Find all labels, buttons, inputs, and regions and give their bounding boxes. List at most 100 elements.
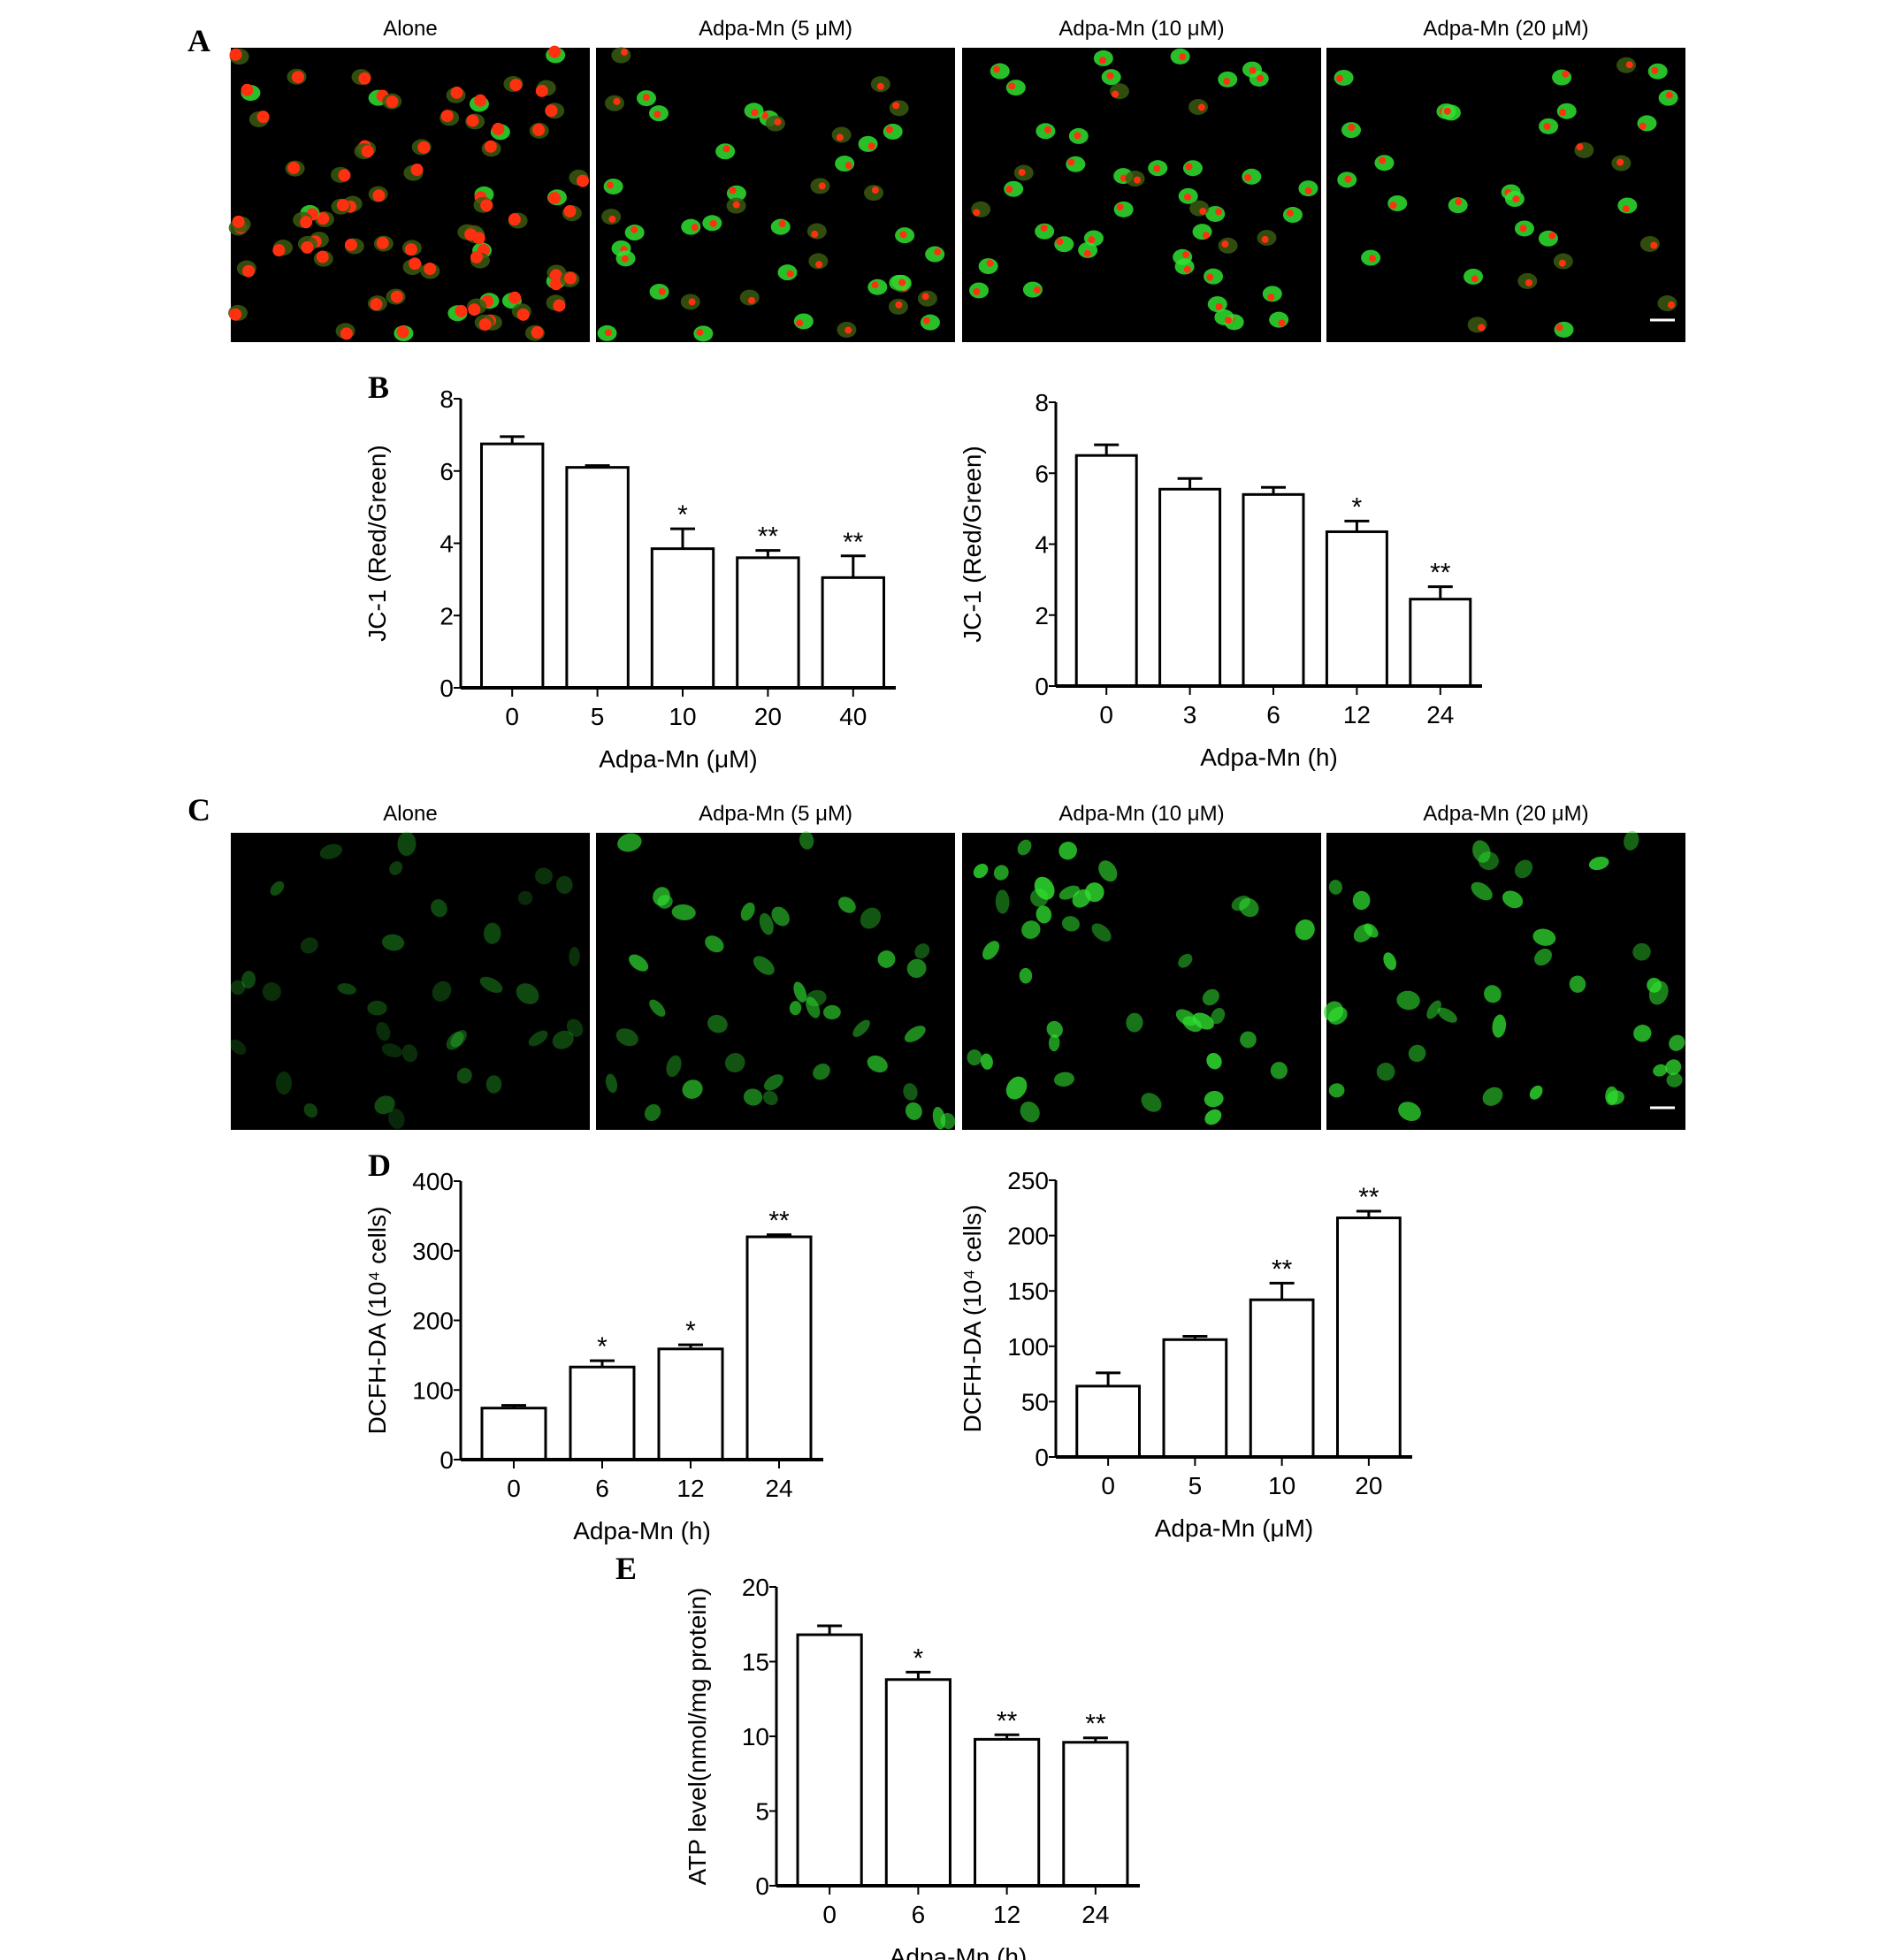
y-axis-label: JC-1 (Red/Green): [363, 445, 391, 642]
y-tick-label: 100: [1007, 1333, 1049, 1361]
bar-24: [1062, 1741, 1129, 1888]
y-tick-label: 0: [439, 675, 454, 702]
chart-d1: 0 * 6 * 12 ** 24 0 100 200 300 400 Adpa-Mn (h) DCFH-D…: [363, 1168, 823, 1544]
y-tick-label: 200: [1007, 1223, 1049, 1250]
panel-label-e: E: [615, 1551, 637, 1586]
x-tick-label: 24: [1081, 1901, 1109, 1928]
y-tick-label: 15: [742, 1649, 769, 1676]
y-axis-label: DCFH-DA (10⁴ cells): [363, 1207, 391, 1435]
y-tick-label: 6: [1035, 460, 1049, 487]
y-tick-label: 200: [412, 1308, 454, 1335]
bar-0: [479, 442, 545, 690]
y-axis-label: JC-1 (Red/Green): [959, 446, 986, 643]
micrograph-title: Adpa-Mn (20 μM): [1423, 17, 1588, 41]
micrograph-title: Adpa-Mn (5 μM): [699, 802, 852, 826]
panel-label-a: A: [187, 23, 210, 58]
significance-mark: **: [997, 1706, 1018, 1735]
panel-label-d: D: [368, 1148, 391, 1183]
x-tick-label: 20: [754, 703, 782, 730]
significance-mark: **: [843, 528, 864, 557]
bar-40: [821, 576, 886, 690]
y-tick-label: 300: [412, 1238, 454, 1265]
x-tick-label: 6: [595, 1475, 609, 1502]
x-tick-label: 5: [1188, 1472, 1203, 1499]
bar-5: [1162, 1338, 1228, 1459]
y-tick-label: 0: [439, 1446, 454, 1474]
x-tick-label: 24: [765, 1475, 792, 1502]
panel-label-c: C: [187, 792, 210, 827]
y-tick-label: 2: [1035, 602, 1049, 629]
x-tick-label: 6: [1266, 701, 1280, 728]
bar-20: [1336, 1216, 1402, 1459]
significance-mark: **: [1272, 1255, 1293, 1284]
x-tick-label: 0: [1099, 701, 1113, 728]
micrograph-c-0: Alone: [230, 802, 590, 1130]
significance-mark: *: [677, 500, 688, 530]
bar-12: [974, 1737, 1041, 1888]
micrograph-title: Adpa-Mn (10 μM): [1058, 17, 1224, 41]
bar-10: [650, 547, 715, 690]
y-tick-label: 0: [1035, 673, 1049, 700]
significance-mark: *: [685, 1316, 696, 1346]
x-tick-label: 12: [1343, 701, 1371, 728]
x-tick-label: 10: [669, 703, 696, 730]
bar-3: [1158, 487, 1222, 688]
x-tick-label: 10: [1268, 1472, 1295, 1499]
y-tick-label: 0: [755, 1872, 769, 1900]
x-tick-label: 0: [505, 703, 519, 730]
micrograph-a-2: Adpa-Mn (10 μM): [962, 17, 1321, 342]
x-tick-label: 40: [839, 703, 867, 730]
y-tick-label: 6: [439, 458, 454, 485]
bar-0: [480, 1407, 547, 1461]
y-axis-label: DCFH-DA (10⁴ cells): [959, 1205, 986, 1433]
bar-6: [569, 1365, 636, 1461]
bar-20: [736, 556, 800, 690]
micrograph-a-3: Adpa-Mn (20 μM): [1326, 17, 1685, 342]
bar-24: [745, 1235, 813, 1461]
x-tick-label: 0: [507, 1475, 521, 1502]
significance-mark: **: [1085, 1710, 1106, 1739]
x-tick-label: 3: [1183, 701, 1197, 728]
x-tick-label: 24: [1426, 701, 1454, 728]
y-tick-label: 150: [1007, 1277, 1049, 1305]
significance-mark: *: [1352, 492, 1363, 522]
y-axis-label: ATP level(nmol/mg protein): [684, 1588, 711, 1886]
y-tick-label: 8: [439, 385, 454, 413]
bar-6: [884, 1678, 951, 1888]
x-axis-label: Adpa-Mn (μM): [599, 745, 758, 773]
y-tick-label: 4: [439, 530, 454, 558]
x-axis-label: Adpa-Mn (μM): [1155, 1514, 1314, 1542]
chart-b1: 0 5 * 10 ** 20 ** 40 0 2 4 6 8 Adpa-Mn (μM) JC-1 (Red/…: [363, 385, 896, 773]
x-tick-label: 6: [912, 1901, 926, 1928]
x-axis-label: Adpa-Mn (h): [890, 1943, 1028, 1960]
y-tick-label: 5: [755, 1798, 769, 1826]
micrograph-title: Adpa-Mn (20 μM): [1423, 802, 1588, 826]
x-tick-label: 5: [591, 703, 605, 730]
y-tick-label: 0: [1035, 1444, 1049, 1471]
bar-12: [1325, 530, 1388, 688]
bar-6: [1242, 492, 1305, 688]
bar-0: [796, 1633, 863, 1888]
y-tick-label: 4: [1035, 531, 1049, 559]
panel-label-b: B: [368, 370, 389, 405]
significance-mark: **: [1430, 559, 1451, 588]
significance-mark: *: [913, 1644, 924, 1673]
bar-10: [1249, 1298, 1315, 1459]
y-tick-label: 400: [412, 1168, 454, 1195]
micrograph-title: Alone: [383, 17, 437, 41]
y-tick-label: 50: [1021, 1388, 1049, 1415]
x-axis-label: Adpa-Mn (h): [573, 1517, 711, 1544]
x-tick-label: 0: [822, 1901, 837, 1928]
bar-24: [1409, 598, 1472, 688]
y-tick-label: 100: [412, 1377, 454, 1404]
micrograph-title: Adpa-Mn (5 μM): [699, 17, 852, 41]
x-tick-label: 20: [1355, 1472, 1382, 1499]
micrograph-a-1: Adpa-Mn (5 μM): [596, 17, 955, 342]
micrograph-title: Alone: [383, 802, 437, 826]
significance-mark: *: [597, 1332, 608, 1361]
y-tick-label: 2: [439, 602, 454, 629]
y-tick-label: 8: [1035, 389, 1049, 416]
